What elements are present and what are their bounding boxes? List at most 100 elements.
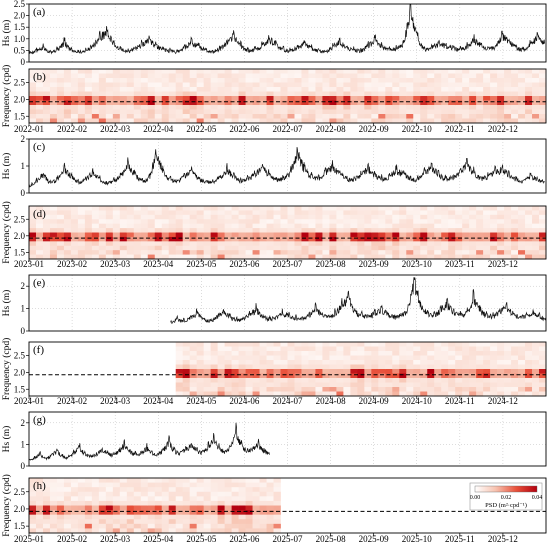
psd-cell <box>161 87 170 92</box>
psd-cell <box>217 346 225 352</box>
psd-cell <box>399 114 407 119</box>
psd-cell <box>252 382 260 388</box>
psd-cell <box>273 219 281 225</box>
psd-cell <box>483 73 491 79</box>
psd-cell <box>119 236 128 242</box>
psd-cell <box>434 78 442 83</box>
psd-cell <box>168 482 177 488</box>
psd-cell <box>231 360 239 365</box>
psd-cell <box>189 73 198 79</box>
psd-cell <box>98 105 107 110</box>
psd-cell <box>196 514 205 520</box>
psd-cell <box>385 391 393 397</box>
psd-cell <box>217 228 225 233</box>
panel-label: (a) <box>33 6 46 18</box>
psd-cell <box>35 491 44 497</box>
psd-cell <box>462 100 470 106</box>
psd-cell <box>203 351 211 356</box>
psd-cell <box>294 223 302 229</box>
psd-cell <box>413 210 421 216</box>
psd-cell <box>322 360 330 365</box>
psd-cell <box>406 73 414 79</box>
psd-cell <box>119 232 128 238</box>
psd-cell <box>469 360 477 365</box>
psd-cell <box>539 219 547 225</box>
psd-cell <box>385 378 393 383</box>
psd-cell <box>70 245 79 251</box>
psd-cell <box>483 228 491 233</box>
psd-cell <box>189 360 198 365</box>
psd-cell <box>441 96 449 101</box>
psd-cell <box>70 496 79 502</box>
psd-cell <box>91 487 100 493</box>
psd-cell <box>413 254 421 260</box>
psd-cell <box>112 519 121 525</box>
psd-cell <box>133 232 142 238</box>
psd-cell <box>224 210 232 216</box>
psd-cell <box>301 391 309 397</box>
psd-cell <box>280 69 288 74</box>
psd-cell <box>56 91 65 97</box>
psd-cell <box>224 254 232 260</box>
psd-cell <box>266 214 274 220</box>
psd-cell <box>343 382 351 388</box>
psd-cell <box>518 232 526 238</box>
psd-cell <box>448 228 456 233</box>
psd-cell <box>133 219 142 225</box>
psd-cell <box>350 87 358 92</box>
psd-cell <box>392 69 400 74</box>
psd-cell <box>119 219 128 225</box>
psd-cell <box>357 105 365 110</box>
psd-cell <box>539 87 547 92</box>
psd-cell <box>455 91 463 97</box>
psd-cell <box>308 387 316 392</box>
psd-cell <box>287 100 295 106</box>
psd-cell <box>371 73 379 79</box>
psd-cell <box>259 245 267 251</box>
psd-cell <box>420 87 428 92</box>
psd-cell <box>119 505 128 511</box>
psd-cell <box>518 223 526 229</box>
psd-cell <box>98 214 107 220</box>
psd-cell <box>182 514 191 520</box>
psd-cell <box>210 364 218 370</box>
psd-cell <box>105 210 114 216</box>
psd-cell <box>77 510 86 516</box>
psd-cell <box>392 219 400 225</box>
psd-cell <box>175 73 184 79</box>
psd-cell <box>371 87 379 92</box>
psd-cell <box>182 342 191 347</box>
psd-cell <box>448 100 456 106</box>
psd-cell <box>385 69 393 74</box>
psd-cell <box>259 214 267 220</box>
psd-cell <box>42 505 51 511</box>
psd-cell <box>231 232 239 238</box>
psd-cell <box>217 369 225 374</box>
psd-cell <box>413 382 421 388</box>
psd-cell <box>91 505 100 511</box>
psd-cell <box>350 387 358 392</box>
psd-cell <box>392 206 400 211</box>
psd-cell <box>336 223 344 229</box>
psd-cell <box>343 373 351 379</box>
psd-cell <box>455 69 463 74</box>
psd-cell <box>91 214 100 220</box>
psd-cell <box>336 360 344 365</box>
psd-cell <box>273 378 281 383</box>
psd-cell <box>357 87 365 92</box>
x-tick-label: 2023-06 <box>229 259 259 269</box>
psd-cell <box>476 118 484 124</box>
psd-cell <box>29 514 37 520</box>
psd-cell <box>29 505 37 511</box>
psd-cell <box>238 514 246 520</box>
psd-cell <box>504 100 512 106</box>
psd-cell <box>315 114 323 119</box>
x-tick-label: 2022-05 <box>186 124 216 134</box>
psd-cell <box>56 236 65 242</box>
psd-cell <box>413 346 421 352</box>
psd-cell <box>98 96 107 101</box>
psd-cell <box>49 500 58 506</box>
psd-cell <box>469 373 477 379</box>
psd-cell <box>231 241 239 247</box>
psd-cell <box>399 378 407 383</box>
